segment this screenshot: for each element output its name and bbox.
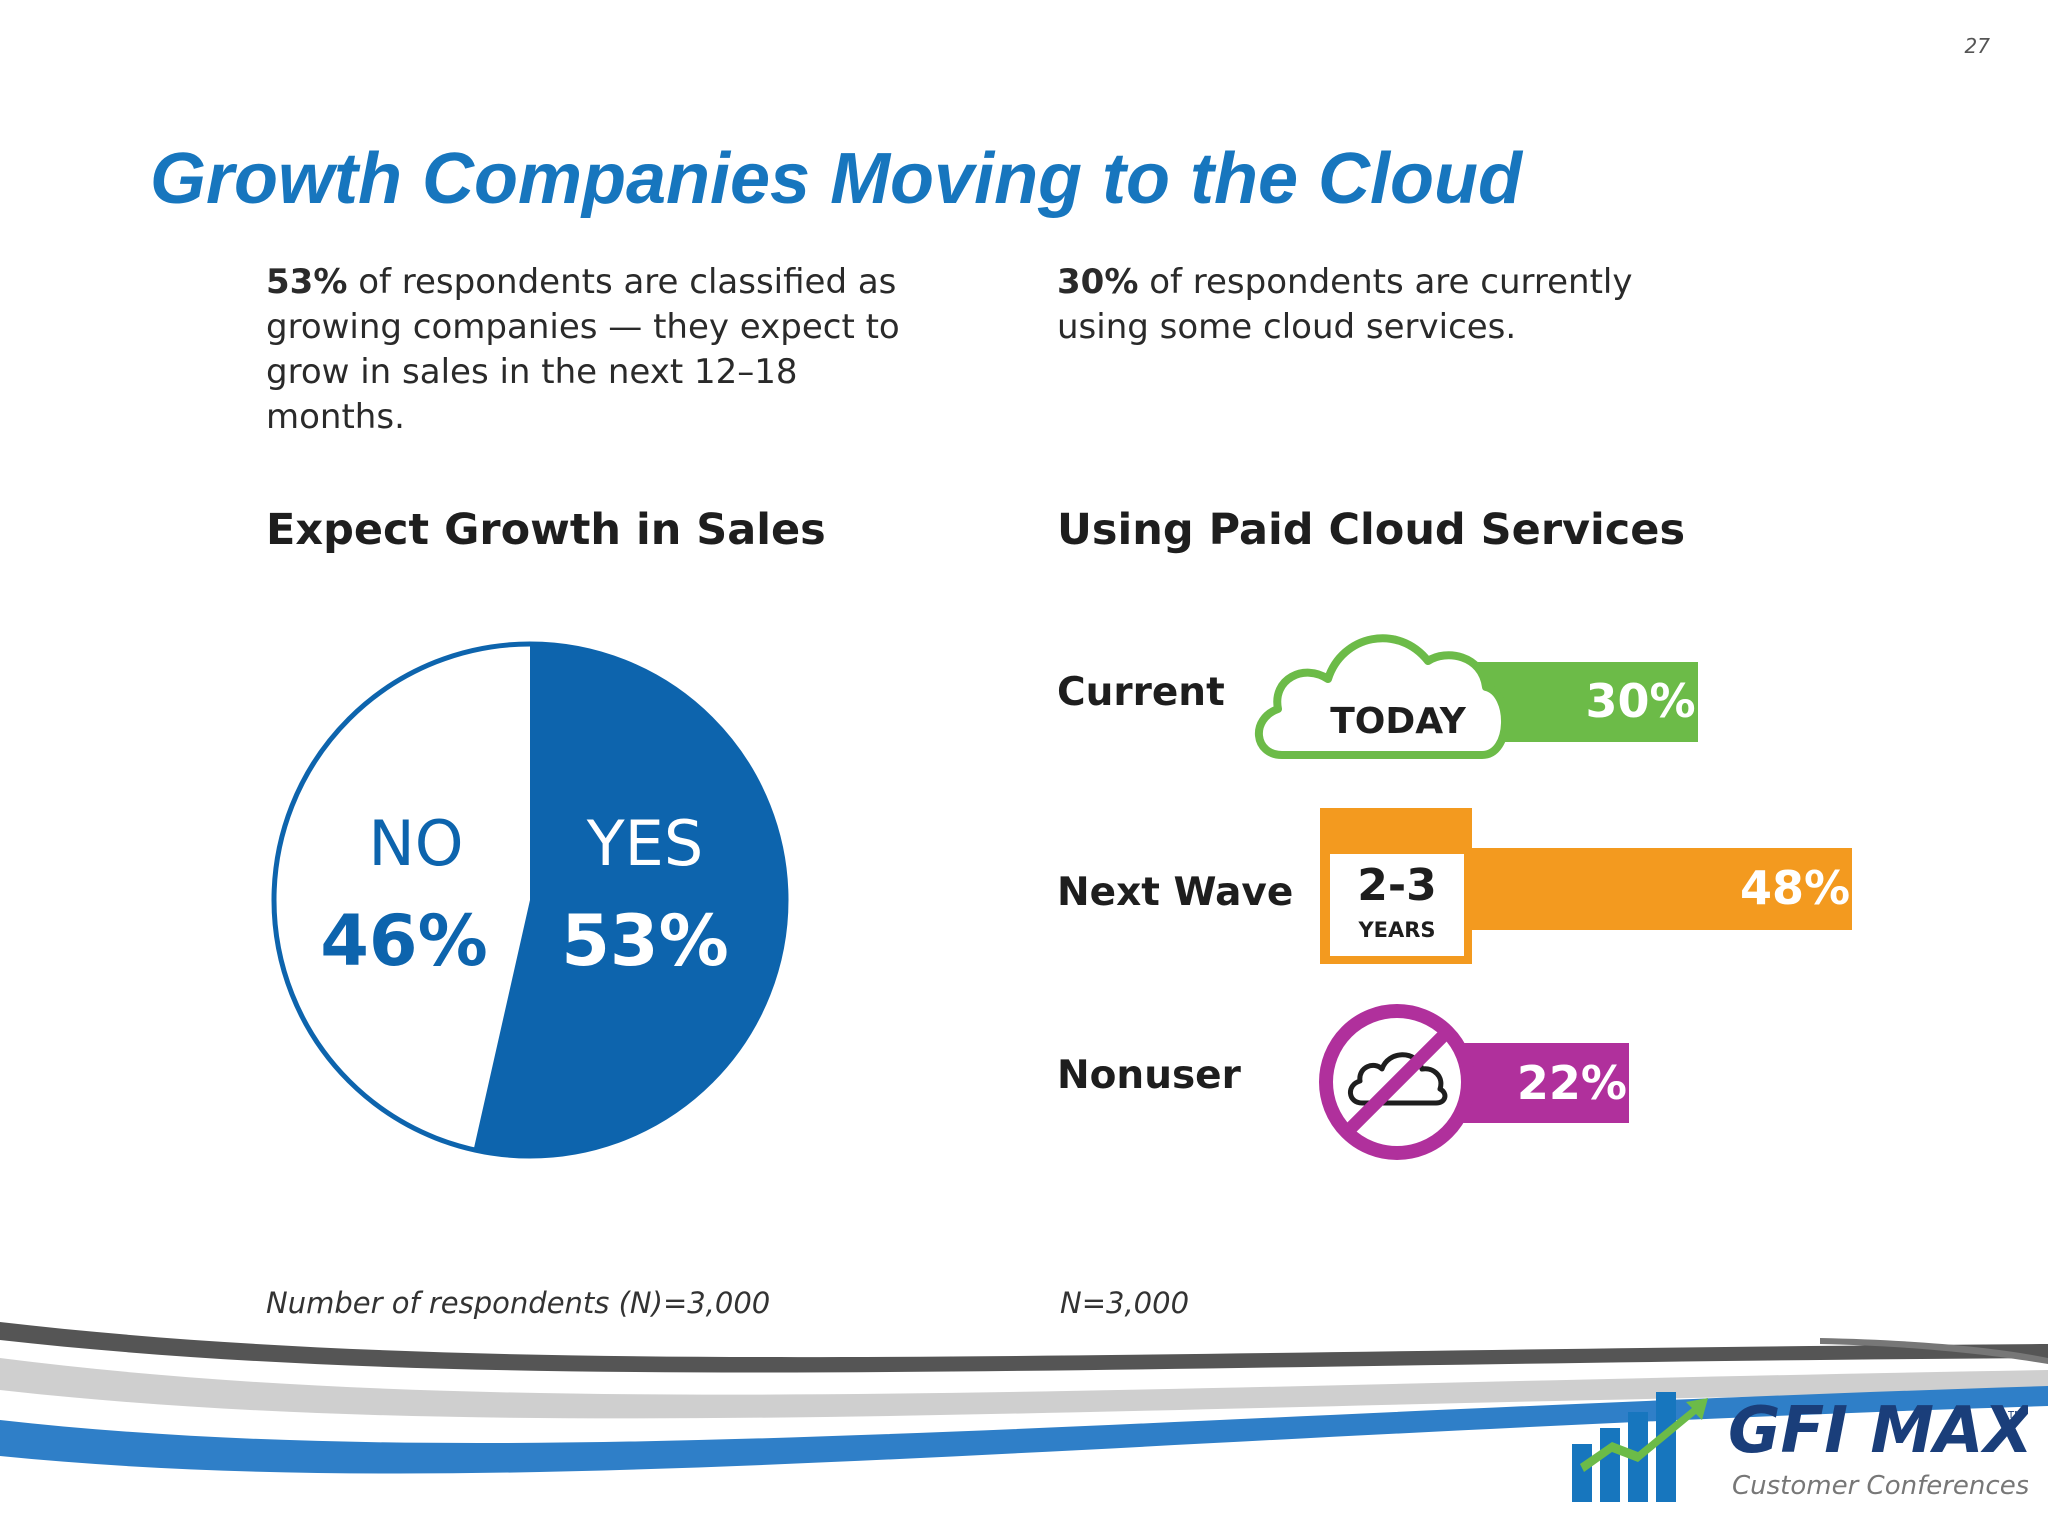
calendar-icon: 2-3 YEARS — [1320, 808, 1472, 964]
right-intro-text: of respondents are currently using some … — [1057, 262, 1633, 347]
bar-value-current: 30% — [1585, 674, 1696, 728]
pie-label-no: NO — [368, 807, 463, 880]
pie-label-yes: YES — [586, 807, 703, 880]
cloud-icon: TODAY — [1255, 634, 1509, 759]
pie-footnote: Number of respondents (N)=3,000 — [266, 1286, 771, 1320]
left-intro-highlight: 53% — [266, 262, 348, 302]
slide-title: Growth Companies Moving to the Cloud — [150, 139, 1522, 219]
logo-trademark: TM — [2007, 1410, 2023, 1421]
gfi-max-logo: GFI MAX TM Customer Conferences — [1572, 1392, 2028, 1502]
bar-label-nonuser: Nonuser — [1057, 1053, 1241, 1098]
bar-chart-title: Using Paid Cloud Services — [1057, 505, 1686, 555]
right-intro: 30% of respondents are currently using s… — [1057, 260, 1697, 350]
page-number: 27 — [1964, 34, 1990, 58]
bar-footnote: N=3,000 — [1060, 1286, 1190, 1320]
left-intro: 53% of respondents are classified as gro… — [266, 260, 926, 440]
left-intro-text: of respondents are classified as growing… — [266, 262, 900, 437]
pie-value-no: 46% — [320, 900, 488, 982]
right-intro-highlight: 30% — [1057, 262, 1139, 302]
calendar-years-label: YEARS — [1358, 918, 1436, 942]
pie-chart: NO 46% YES 53% — [271, 641, 789, 1159]
logo-subtitle: Customer Conferences — [1732, 1471, 2028, 1501]
bar-label-current: Current — [1057, 670, 1225, 715]
calendar-face: 2-3 YEARS — [1330, 854, 1464, 956]
no-cloud-icon — [1319, 1004, 1475, 1160]
bar-label-next-wave: Next Wave — [1057, 870, 1294, 915]
pie-slice-yes — [473, 644, 787, 1156]
calendar-years-value: 2-3 — [1357, 860, 1437, 911]
logo-brand: GFI MAX — [1728, 1394, 2028, 1468]
bar-value-next-wave: 48% — [1740, 861, 1851, 915]
cloud-badge-text: TODAY — [1330, 701, 1466, 742]
pie-value-yes: 53% — [561, 900, 729, 982]
pie-chart-title: Expect Growth in Sales — [266, 505, 826, 555]
footer-swoosh — [0, 1322, 2048, 1474]
bar-next-wave — [1440, 848, 1852, 930]
bar-value-nonuser: 22% — [1516, 1056, 1627, 1110]
